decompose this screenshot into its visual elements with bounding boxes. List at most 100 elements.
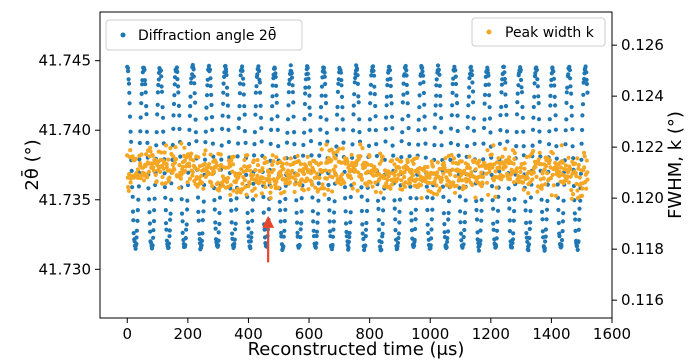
data-point-diffraction-angle — [244, 172, 249, 177]
data-point-peak-width — [489, 152, 494, 157]
data-point-diffraction-angle — [364, 220, 369, 226]
data-point-diffraction-angle — [474, 207, 479, 213]
data-point-diffraction-angle — [289, 71, 294, 76]
data-point-diffraction-angle — [548, 103, 553, 108]
data-point-diffraction-angle — [306, 76, 311, 81]
data-point-peak-width — [372, 164, 377, 169]
data-point-diffraction-angle — [563, 128, 568, 133]
data-point-diffraction-angle — [314, 229, 319, 234]
data-point-peak-width — [431, 191, 436, 196]
data-point-peak-width — [144, 152, 149, 157]
data-point-diffraction-angle — [331, 227, 336, 232]
data-point-diffraction-angle — [450, 81, 455, 87]
data-point-diffraction-angle — [127, 90, 132, 95]
data-point-diffraction-angle — [355, 81, 360, 86]
data-point-diffraction-angle — [416, 128, 421, 133]
data-point-diffraction-angle — [210, 127, 215, 132]
data-point-diffraction-angle — [248, 246, 253, 251]
data-point-diffraction-angle — [362, 247, 367, 253]
data-point-diffraction-angle — [488, 130, 493, 135]
data-point-peak-width — [531, 149, 536, 154]
data-point-peak-width — [293, 177, 298, 182]
data-point-peak-width — [146, 161, 151, 166]
data-point-peak-width — [324, 176, 329, 181]
data-point-peak-width — [380, 154, 385, 159]
data-point-diffraction-angle — [347, 234, 352, 240]
data-point-diffraction-angle — [495, 208, 501, 213]
data-point-diffraction-angle — [421, 73, 426, 78]
data-point-diffraction-angle — [237, 104, 242, 109]
data-point-peak-width — [266, 169, 271, 174]
data-point-diffraction-angle — [365, 198, 370, 203]
x-tick-label: 800 — [355, 325, 384, 343]
data-point-peak-width — [473, 195, 478, 200]
data-point-peak-width — [560, 160, 566, 165]
data-point-diffraction-angle — [487, 116, 493, 121]
data-point-diffraction-angle — [226, 114, 231, 119]
legend-label-peak-width: Peak width k — [505, 25, 595, 41]
data-point-diffraction-angle — [139, 91, 144, 96]
data-point-peak-width — [241, 175, 246, 180]
data-point-diffraction-angle — [125, 65, 130, 71]
data-point-diffraction-angle — [430, 196, 435, 201]
data-point-peak-width — [485, 148, 490, 153]
data-point-peak-width — [177, 163, 182, 168]
data-point-diffraction-angle — [348, 194, 353, 200]
data-point-peak-width — [393, 169, 398, 174]
data-point-diffraction-angle — [262, 227, 267, 232]
data-point-peak-width — [309, 182, 315, 187]
data-point-peak-width — [228, 183, 233, 188]
data-point-peak-width — [349, 176, 354, 181]
data-point-diffraction-angle — [552, 94, 557, 99]
data-point-diffraction-angle — [163, 221, 169, 226]
data-point-diffraction-angle — [512, 197, 517, 202]
data-point-diffraction-angle — [360, 231, 365, 236]
data-point-peak-width — [173, 145, 178, 150]
data-point-diffraction-angle — [400, 100, 405, 105]
data-point-diffraction-angle — [225, 92, 230, 97]
data-point-peak-width — [190, 170, 195, 175]
data-point-diffraction-angle — [523, 208, 528, 213]
data-point-peak-width — [301, 167, 306, 172]
data-point-peak-width — [402, 175, 407, 180]
data-point-diffraction-angle — [531, 115, 536, 120]
data-point-diffraction-angle — [520, 115, 525, 120]
data-point-diffraction-angle — [405, 90, 410, 95]
data-point-diffraction-angle — [272, 66, 277, 71]
data-point-peak-width — [199, 173, 204, 178]
data-point-diffraction-angle — [501, 64, 506, 69]
data-point-peak-width — [348, 168, 353, 173]
data-point-peak-width — [451, 180, 456, 185]
data-point-diffraction-angle — [503, 104, 509, 109]
data-point-peak-width — [202, 161, 207, 166]
data-point-diffraction-angle — [270, 94, 275, 99]
data-point-diffraction-angle — [313, 245, 318, 250]
data-point-diffraction-angle — [583, 64, 588, 69]
data-point-diffraction-angle — [445, 236, 450, 241]
data-point-diffraction-angle — [479, 208, 484, 213]
data-point-diffraction-angle — [339, 78, 344, 83]
data-point-diffraction-angle — [301, 142, 306, 148]
data-point-diffraction-angle — [180, 219, 185, 224]
data-point-peak-width — [270, 153, 275, 158]
data-point-diffraction-angle — [163, 208, 168, 213]
data-point-peak-width — [353, 168, 358, 173]
data-point-diffraction-angle — [295, 220, 300, 225]
data-point-diffraction-angle — [194, 139, 199, 144]
data-point-diffraction-angle — [418, 81, 423, 86]
data-point-diffraction-angle — [251, 181, 256, 186]
data-point-diffraction-angle — [224, 69, 229, 74]
data-point-diffraction-angle — [514, 129, 519, 135]
data-point-peak-width — [172, 160, 177, 165]
data-point-diffraction-angle — [425, 207, 430, 213]
data-point-diffraction-angle — [446, 217, 451, 222]
data-point-peak-width — [557, 169, 562, 174]
data-point-diffraction-angle — [376, 218, 381, 223]
data-point-peak-width — [322, 192, 327, 197]
data-point-peak-width — [333, 156, 338, 161]
data-point-diffraction-angle — [169, 197, 174, 202]
data-point-diffraction-angle — [577, 217, 582, 222]
data-point-diffraction-angle — [467, 76, 472, 81]
data-point-peak-width — [327, 169, 332, 174]
data-point-peak-width — [317, 175, 322, 180]
